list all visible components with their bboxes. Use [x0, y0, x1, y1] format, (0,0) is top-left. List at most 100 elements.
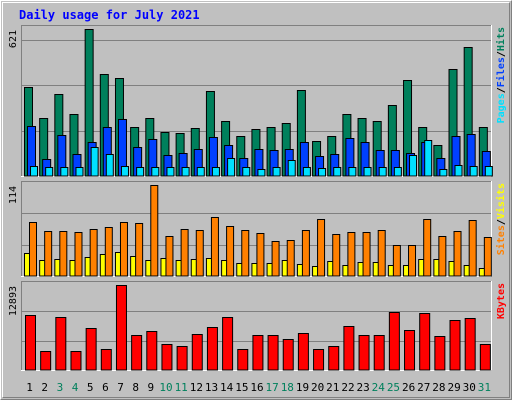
visits-legend-sites: Sites: [495, 225, 507, 255]
pages-bar: [136, 167, 145, 177]
day-label: 21: [326, 381, 339, 394]
sites-bar: [271, 241, 280, 277]
kbytes-bar: [297, 333, 309, 371]
day-label: 31: [478, 381, 491, 394]
sites-bar: [150, 185, 159, 277]
hits-legend-label: Pages/Files/Hits: [495, 27, 507, 123]
pages-bar: [30, 166, 38, 177]
kbytes-bar: [191, 334, 203, 371]
sites-bar: [104, 227, 113, 277]
hits-legend-files: Files: [495, 57, 507, 87]
day-label: 5: [87, 381, 94, 394]
pages-bar: [166, 167, 175, 177]
day-label: 29: [447, 381, 460, 394]
day-label: 1: [26, 381, 33, 394]
day-label: 12: [190, 381, 203, 394]
hits-max-label: 621: [8, 30, 19, 48]
kbytes-bar: [206, 327, 218, 371]
sites-bar: [483, 237, 492, 277]
sites-bar: [453, 231, 462, 277]
visits-legend-label: Sites/Visits: [495, 183, 507, 255]
hits-legend-pages: Pages: [496, 93, 507, 123]
pages-bar: [378, 167, 387, 177]
sites-bar: [377, 230, 386, 277]
pages-bar: [151, 167, 160, 177]
pages-bar: [196, 167, 205, 177]
visits-legend-separator: /: [496, 219, 507, 225]
day-label: 30: [463, 381, 476, 394]
sites-bar: [301, 230, 310, 277]
kbytes-bar: [404, 330, 416, 371]
pages-bar: [60, 167, 69, 177]
pages-bar: [75, 167, 84, 177]
sites-bar: [119, 222, 128, 277]
day-label: 4: [72, 381, 79, 394]
pages-bar: [484, 166, 493, 177]
kbytes-bar: [237, 349, 249, 371]
pages-bar: [318, 168, 327, 177]
hits-legend-separator: /: [496, 87, 507, 93]
day-label: 26: [402, 381, 415, 394]
kbytes-bar: [464, 318, 476, 371]
kbytes-bar: [131, 335, 143, 371]
day-label: 10: [159, 381, 172, 394]
pages-bar: [348, 167, 357, 177]
kbytes-bar: [358, 335, 370, 371]
pages-bar: [469, 166, 478, 177]
kbytes-bar: [25, 315, 36, 371]
sites-bar: [392, 245, 401, 277]
pages-bar: [45, 167, 54, 177]
sites-bar: [241, 230, 250, 277]
day-label: 28: [432, 381, 445, 394]
sites-bar: [226, 226, 235, 277]
kbytes-bar: [70, 351, 82, 371]
sites-bar: [468, 220, 477, 277]
sites-bar: [256, 233, 265, 277]
visits-max-label: 114: [8, 186, 19, 204]
day-label: 20: [311, 381, 324, 394]
kbytes-bar: [55, 317, 67, 371]
kbytes-bar: [40, 351, 52, 371]
pages-bar: [302, 167, 311, 177]
kbytes-bar: [85, 328, 97, 371]
day-label: 13: [205, 381, 218, 394]
sites-bar: [195, 230, 204, 277]
pages-bar: [242, 167, 251, 177]
day-label: 19: [296, 381, 309, 394]
sites-bar: [438, 236, 447, 277]
visits-legend-visits: Visits: [495, 183, 507, 219]
kbytes-bar: [282, 339, 294, 371]
pages-bar: [257, 169, 266, 177]
kbytes-legend-kbytes: KBytes: [496, 283, 507, 319]
kbytes-bar: [313, 349, 325, 371]
kbytes-bar: [328, 346, 340, 371]
hits-legend-separator: /: [496, 51, 507, 57]
kbytes-bar: [343, 326, 355, 371]
pages-bar: [105, 154, 114, 177]
pages-bar: [333, 167, 342, 177]
kbytes-legend-label: KBytes: [496, 283, 507, 319]
day-label: 23: [357, 381, 370, 394]
day-label: 7: [117, 381, 124, 394]
hits-legend-hits: Hits: [495, 27, 507, 51]
day-label: 15: [235, 381, 248, 394]
day-label: 8: [132, 381, 139, 394]
day-label: 6: [102, 381, 109, 394]
kbytes-bar: [252, 335, 264, 371]
kbytes-bar: [434, 336, 446, 371]
sites-bar: [89, 229, 98, 277]
day-label: 3: [57, 381, 64, 394]
day-label: 18: [281, 381, 294, 394]
kbytes-bar: [449, 320, 461, 371]
chart-title: Daily usage for July 2021: [19, 8, 200, 22]
sites-bar: [180, 229, 189, 277]
kbytes-bar: [176, 346, 188, 371]
kbytes-bar: [161, 344, 173, 371]
pages-bar: [90, 147, 99, 177]
day-label: 2: [41, 381, 48, 394]
pages-bar: [424, 140, 433, 177]
kbytes-bar: [146, 331, 158, 371]
